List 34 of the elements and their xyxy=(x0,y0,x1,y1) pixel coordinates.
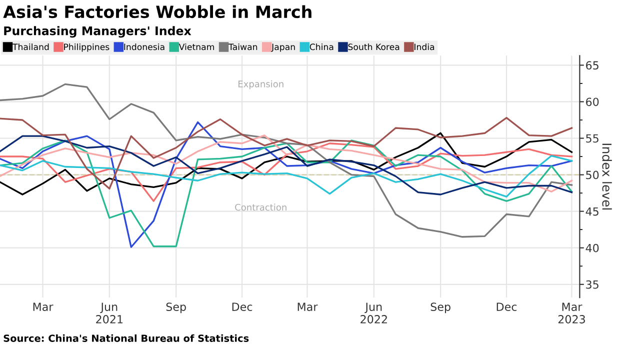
x-tick-label: Mar 2023 xyxy=(558,302,585,324)
y-tick-label: 60 xyxy=(586,98,599,106)
x-tick-label: Dec xyxy=(496,302,517,311)
y-tick-label: 55 xyxy=(586,134,598,143)
y-axis-title: Index level xyxy=(602,144,612,210)
x-tick-label: Dec xyxy=(232,302,252,311)
line-series xyxy=(0,142,573,202)
y-tick-label: 45 xyxy=(586,207,598,216)
y-tick-label: 40 xyxy=(586,244,599,252)
chart-subtitle: Purchasing Managers' Index xyxy=(4,26,192,38)
annotation: Expansion xyxy=(238,80,284,90)
legend-label: Japan xyxy=(271,44,295,52)
legend-label: Taiwan xyxy=(228,43,258,50)
x-tick-label: Jun 2021 xyxy=(96,302,123,324)
y-tick-label: 35 xyxy=(586,280,598,289)
legend-label: Philippines xyxy=(64,43,110,52)
x-tick-label: Mar xyxy=(298,302,318,311)
y-tick-label: 50 xyxy=(586,170,599,180)
annotation: Contraction xyxy=(235,204,286,211)
x-tick-label: Sep xyxy=(430,302,450,314)
x-tick-label: Jun 2022 xyxy=(360,302,387,324)
legend-label: Vietnam xyxy=(178,43,214,50)
chart-title: Asia's Factories Wobble in March xyxy=(3,5,312,18)
legend-label: Thailand xyxy=(12,43,49,50)
line-series xyxy=(0,154,573,198)
y-tick-label: 65 xyxy=(586,61,598,70)
source-note: Source: China's National Bureau of Statistics xyxy=(4,334,249,342)
legend-label: India xyxy=(414,43,434,50)
x-tick-label: Sep xyxy=(166,302,186,314)
legend-label: China xyxy=(310,43,334,50)
legend-label: South Korea xyxy=(348,43,400,50)
x-tick-label: Mar xyxy=(33,302,54,311)
line-series xyxy=(0,116,573,190)
legend-label: Indonesia xyxy=(124,43,164,50)
